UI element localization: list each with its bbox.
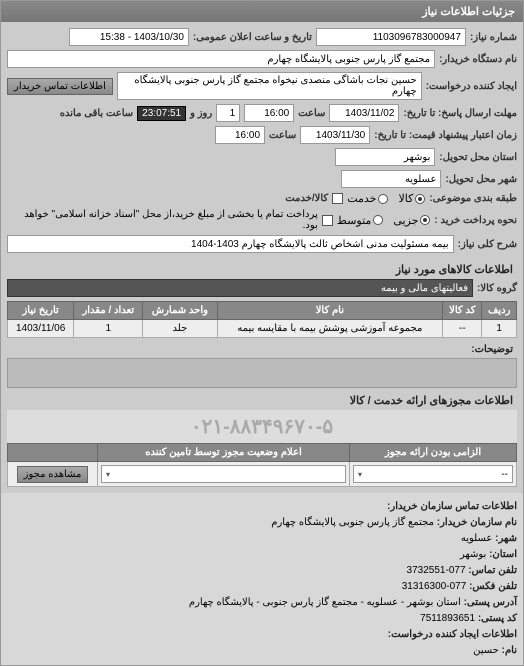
pack-kala-radio[interactable]: کالا [398,192,425,205]
deadline-send-time: 16:00 [244,104,294,122]
goods-group-field: فعالیتهای مالی و بیمه [7,279,473,297]
lic-status-select[interactable]: ▾ [101,465,346,483]
contact-addr-label: آدرس پستی: [464,597,517,608]
pack-khadamat-label: خدمت [347,192,376,205]
time-label-2: ساعت [269,130,296,141]
time-label-1: ساعت [298,108,325,119]
col-code: کد کالا [443,302,482,320]
contact-zip-label: کد پستی: [478,613,517,624]
buy-type-label: نحوه پرداخت خرید : [434,215,517,226]
contact-addr: استان بوشهر - عسلویه - مجتمع گاز پارس جن… [189,597,461,608]
col-unit: واحد شمارش [143,302,217,320]
pay-radio-group: جزیی متوسط [337,214,431,227]
contact-phone: 077-3732551 [407,565,466,576]
panel-header: جزئیات اطلاعات نیاز [1,1,523,22]
contact-city: عسلویه [461,533,493,544]
pay-jazi-label: جزیی [393,214,418,227]
packing-label: طبقه بندی موضوعی: [429,193,517,204]
col-date: تاریخ نیاز [8,302,74,320]
buyer-org-field: مجتمع گاز پارس جنوبی پالایشگاه چهارم [7,50,435,68]
deadline-send-label: مهلت ارسال پاسخ: تا تاریخ: [403,108,517,119]
delivery-city-label: شهر محل تحویل: [445,174,517,185]
buyer-org-label: نام دستگاه خریدار: [439,54,517,65]
pay-motavaset-radio[interactable]: متوسط [337,214,384,227]
delivery-state-label: استان محل تحویل: [439,152,517,163]
contact-zip: 7511893651 [420,613,475,624]
lic-status-col: اعلام وضعیت مجوز توسط تامین کننده [98,444,350,462]
valid-time: 16:00 [215,126,265,144]
requester-label: ایجاد کننده درخواست: [426,81,517,92]
cell-unit: جلد [143,320,217,338]
pack-kala-label: کالا [398,192,413,205]
watermark-phone: ۰۲۱-۸۸۳۴۹۶۷۰-۵ [7,410,517,443]
contact-state: بوشهر [460,549,486,560]
delivery-city: عسلویه [341,170,441,188]
goods-table: ردیف کد کالا نام کالا واحد شمارش تعداد /… [7,301,517,338]
lic-req-select[interactable]: -- ▾ [353,465,513,483]
goods-group-label: گروه کالا: [477,283,517,294]
remain-timer: 23:07:51 [137,106,186,121]
contact-fax: 077-31316300 [402,581,467,592]
notes-area [7,358,517,388]
view-license-button[interactable]: مشاهده مجوز [17,466,89,483]
contact-buyer-button[interactable]: اطلاعات تماس خریدار [7,78,113,95]
cell-row: 1 [482,320,517,338]
contact-city-label: شهر: [495,533,517,544]
deadline-send-date: 1403/11/02 [329,104,399,122]
need-number-label: شماره نیاز: [470,32,517,43]
col-row: ردیف [482,302,517,320]
mix-label: کالا/خدمت [285,193,328,204]
lic-action-col [8,444,98,462]
announce-field: 1403/10/30 - 15:38 [69,28,189,46]
delivery-state: بوشهر [335,148,435,166]
contact-phone-label: تلفن تماس: [468,565,517,576]
remain-days-label: روز و [190,108,212,119]
pay-note: پرداخت تمام یا بخشی از مبلغ خرید،از محل … [7,209,318,231]
desc-field: بیمه مسئولیت مدنی اشخاص ثالث پالایشگاه چ… [7,235,454,253]
contact-fax-label: تلفن فکس: [469,581,517,592]
col-name: نام کالا [217,302,443,320]
cell-name: مجموعه آموزشی پوشش بیمه با مقایسه بیمه [217,320,443,338]
lic-req-value: -- [501,469,508,480]
remain-suffix: ساعت باقی مانده [60,108,133,119]
chevron-down-icon: ▾ [106,470,110,479]
lic-req-col: الزامی بودن ارائه مجوز [350,444,517,462]
need-number-field: 1103096783000947 [316,28,466,46]
packing-radio-group: کالا خدمت [347,192,425,205]
contact-section: اطلاعات تماس سازمان خریدار: [387,501,517,512]
pay-motavaset-label: متوسط [337,214,372,227]
license-section-title: اطلاعات مجوزهای ارائه خدمت / کالا [7,388,517,410]
pay-jazi-radio[interactable]: جزیی [393,214,430,227]
cell-qty: 1 [74,320,143,338]
notes-label: توضیحات: [7,338,517,358]
cell-code: -- [443,320,482,338]
col-qty: تعداد / مقدار [74,302,143,320]
pay-note-checkbox[interactable] [322,215,333,226]
mix-checkbox[interactable] [332,193,343,204]
desc-label: شرح کلی نیاز: [458,239,517,250]
contact-info-block: اطلاعات تماس سازمان خریدار: نام سازمان خ… [1,493,523,665]
contact-name-label: نام: [502,645,517,656]
pack-khadamat-radio[interactable]: خدمت [347,192,388,205]
contact-creator-label: اطلاعات ایجاد کننده درخواست: [388,629,517,640]
valid-date: 1403/11/30 [300,126,370,144]
table-row[interactable]: 1 -- مجموعه آموزشی پوشش بیمه با مقایسه ب… [8,320,517,338]
contact-org-label: نام سازمان خریدار: [437,517,517,528]
contact-org: مجتمع گاز پارس جنوبی پالایشگاه چهارم [271,517,434,528]
license-table: الزامی بودن ارائه مجوز اعلام وضعیت مجوز … [7,443,517,487]
remain-days: 1 [216,104,240,122]
valid-label: زمان اعتبار پیشنهاد قیمت: تا تاریخ: [374,130,517,141]
announce-label: تاریخ و ساعت اعلان عمومی: [193,32,312,43]
contact-state-label: استان: [489,549,517,560]
requester-field: حسین نجات باشاگی منصدی نیخواه مجتمع گاز … [117,72,422,100]
contact-name: حسین [473,645,499,656]
chevron-down-icon: ▾ [358,470,362,479]
goods-section-title: اطلاعات کالاهای مورد نیاز [7,257,517,279]
cell-date: 1403/11/06 [8,320,74,338]
license-row: -- ▾ ▾ مشاهده مجوز [8,462,517,487]
